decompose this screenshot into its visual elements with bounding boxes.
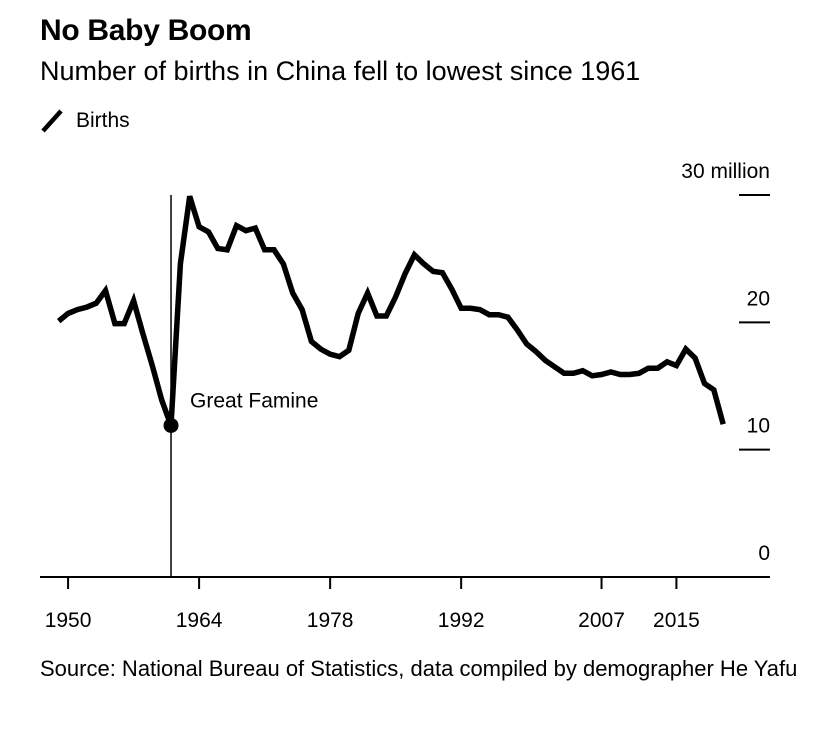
annotation-label: Great Famine xyxy=(190,389,318,412)
x-tick-label: 1978 xyxy=(307,609,354,632)
chart-subtitle: Number of births in China fell to lowest… xyxy=(40,56,641,86)
annotation-point xyxy=(163,417,179,433)
x-tick-label: 1964 xyxy=(176,609,223,632)
y-tick-label: 10 xyxy=(747,415,770,438)
x-tick-label: 1992 xyxy=(438,609,485,632)
y-tick-label: 20 xyxy=(747,287,770,310)
source-note: Source: National Bureau of Statistics, d… xyxy=(40,656,798,681)
births-series-line xyxy=(56,195,726,427)
y-tick-label: 0 xyxy=(758,542,770,565)
chart-title: No Baby Boom xyxy=(40,14,252,47)
x-tick-label: 1950 xyxy=(45,609,92,632)
x-tick-label: 2015 xyxy=(653,609,700,632)
y-tick-label: 30 million xyxy=(681,160,770,183)
x-tick-label: 2007 xyxy=(578,609,625,632)
legend-line-icon xyxy=(40,106,64,136)
legend: Births xyxy=(40,106,130,136)
legend-label-births: Births xyxy=(76,109,130,132)
